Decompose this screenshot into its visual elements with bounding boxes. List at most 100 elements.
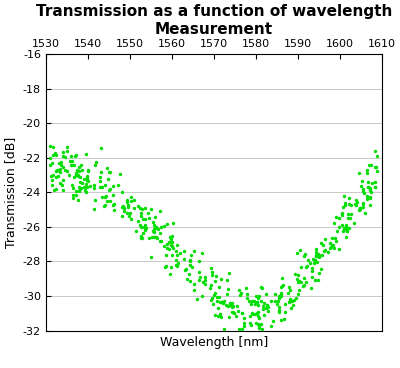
Point: [83, 151, 90, 157]
Point: [70, 174, 77, 180]
Point: [107, 187, 113, 192]
Point: [66, 173, 72, 178]
Point: [124, 199, 130, 205]
Point: [358, 183, 364, 188]
Point: [157, 209, 164, 215]
Point: [76, 168, 82, 174]
Point: [124, 197, 131, 203]
Point: [279, 283, 286, 289]
Point: [311, 257, 318, 263]
Point: [313, 249, 319, 255]
Point: [287, 296, 293, 302]
Point: [91, 206, 98, 212]
Point: [69, 158, 76, 163]
Point: [357, 206, 363, 212]
Point: [368, 190, 374, 195]
Point: [72, 153, 78, 159]
Point: [344, 228, 350, 234]
Point: [360, 204, 366, 210]
X-axis label: Wavelength [nm]: Wavelength [nm]: [160, 336, 268, 349]
Point: [164, 241, 170, 247]
Point: [354, 199, 360, 205]
Point: [128, 198, 134, 204]
Point: [138, 210, 144, 216]
Point: [190, 248, 197, 254]
Point: [255, 313, 261, 319]
Point: [239, 310, 245, 316]
Point: [207, 284, 214, 290]
Point: [150, 219, 156, 224]
Point: [77, 179, 83, 185]
Point: [138, 206, 145, 212]
Point: [336, 215, 342, 221]
Point: [364, 184, 371, 190]
Point: [139, 235, 146, 241]
Point: [60, 164, 66, 170]
Point: [157, 230, 163, 236]
Point: [68, 153, 74, 159]
Point: [287, 298, 293, 304]
Point: [313, 253, 320, 259]
Point: [254, 322, 261, 328]
Point: [264, 302, 270, 308]
Point: [57, 169, 63, 175]
Point: [169, 243, 176, 249]
Point: [271, 291, 278, 297]
Point: [368, 162, 374, 168]
Point: [158, 238, 164, 244]
Point: [197, 274, 203, 280]
Point: [175, 260, 182, 266]
Point: [260, 312, 267, 318]
Point: [286, 284, 292, 290]
Point: [70, 185, 76, 191]
Point: [348, 211, 354, 217]
Point: [187, 257, 194, 263]
Point: [243, 285, 250, 291]
Title: Transmission as a function of wavelength
Measurement: Transmission as a function of wavelength…: [36, 4, 392, 36]
Point: [294, 250, 300, 256]
Point: [169, 233, 175, 239]
Point: [318, 240, 324, 246]
Point: [261, 300, 268, 306]
Point: [180, 256, 187, 262]
Point: [307, 285, 314, 291]
Point: [146, 235, 152, 241]
Point: [151, 226, 157, 231]
Point: [50, 144, 56, 150]
Point: [230, 303, 236, 309]
Point: [46, 144, 53, 149]
Point: [169, 240, 176, 245]
Point: [372, 148, 378, 153]
Point: [76, 184, 82, 190]
Point: [137, 205, 143, 211]
Point: [212, 312, 218, 318]
Point: [366, 162, 372, 168]
Point: [60, 187, 66, 192]
Point: [198, 293, 205, 299]
Point: [138, 213, 144, 219]
Point: [346, 226, 352, 231]
Point: [107, 169, 114, 175]
Point: [364, 196, 370, 202]
Point: [166, 247, 173, 252]
Point: [186, 271, 192, 277]
Point: [252, 311, 258, 317]
Point: [153, 224, 159, 230]
Point: [208, 265, 214, 271]
Point: [346, 215, 353, 221]
Point: [152, 225, 158, 231]
Point: [216, 294, 222, 300]
Point: [276, 309, 282, 315]
Point: [325, 249, 332, 255]
Point: [55, 167, 61, 173]
Point: [372, 184, 378, 190]
Point: [241, 315, 247, 321]
Point: [355, 170, 362, 176]
Point: [300, 283, 307, 289]
Point: [366, 195, 373, 201]
Point: [357, 205, 363, 211]
Point: [177, 250, 183, 256]
Point: [73, 152, 79, 158]
Point: [247, 313, 253, 319]
Point: [302, 251, 308, 257]
